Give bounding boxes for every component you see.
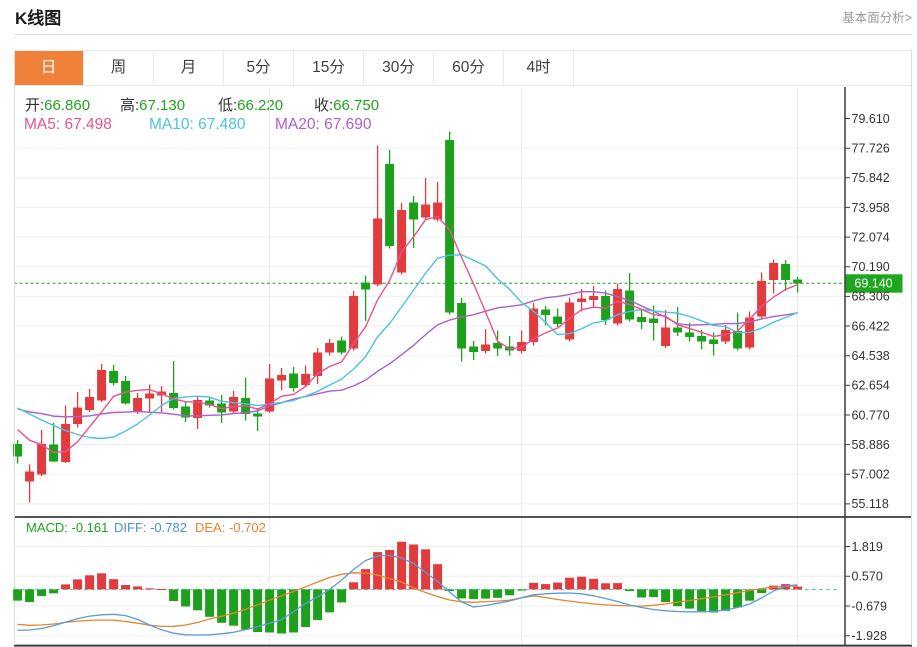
svg-text:69.140: 69.140 [854,277,892,291]
svg-text:64.538: 64.538 [852,349,890,363]
svg-text:75.842: 75.842 [852,171,890,185]
svg-text:66.422: 66.422 [852,319,890,333]
svg-text:58.886: 58.886 [852,438,890,452]
svg-text:79.610: 79.610 [852,112,890,126]
svg-text:73.958: 73.958 [852,201,890,215]
svg-text:-0.679: -0.679 [852,599,887,613]
svg-text:57.002: 57.002 [852,468,890,482]
svg-text:60.770: 60.770 [852,408,890,422]
svg-text:0.570: 0.570 [852,570,883,584]
svg-text:62.654: 62.654 [852,379,890,393]
svg-text:1.819: 1.819 [852,540,883,554]
svg-text:70.190: 70.190 [852,260,890,274]
svg-text:72.074: 72.074 [852,230,890,244]
svg-text:-1.928: -1.928 [852,629,887,643]
svg-text:77.726: 77.726 [852,142,890,156]
svg-text:68.306: 68.306 [852,290,890,304]
svg-text:55.118: 55.118 [852,497,889,511]
